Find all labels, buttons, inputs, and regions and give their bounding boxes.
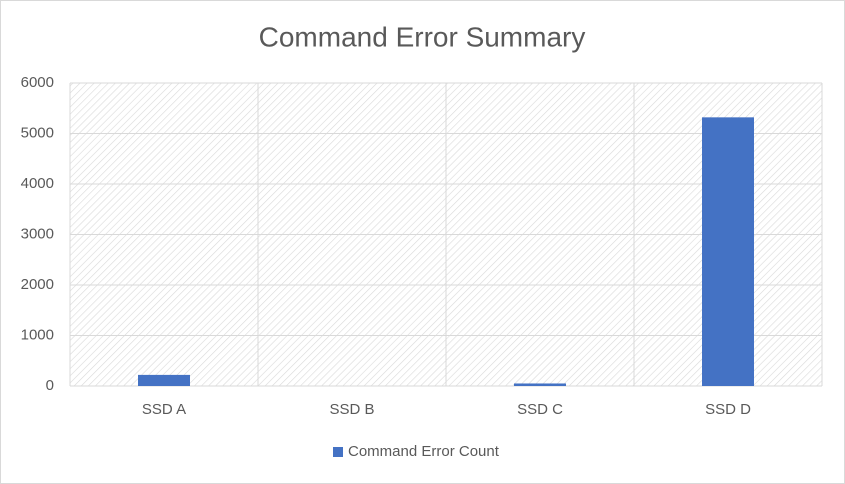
legend-label: Command Error Count: [348, 443, 500, 460]
x-tick-label: SSD C: [517, 401, 563, 418]
y-tick-label: 3000: [21, 225, 54, 242]
x-tick-label: SSD A: [142, 401, 186, 418]
legend-swatch: [333, 447, 343, 457]
y-tick-label: 0: [46, 377, 54, 394]
y-tick-label: 5000: [21, 124, 54, 141]
y-tick-label: 4000: [21, 175, 54, 192]
bar: [702, 117, 754, 386]
y-tick-label: 2000: [21, 276, 54, 293]
y-tick-label: 1000: [21, 326, 54, 343]
x-tick-label: SSD D: [705, 401, 751, 418]
bar: [514, 383, 566, 386]
x-tick-label: SSD B: [329, 401, 374, 418]
y-tick-label: 6000: [21, 74, 54, 91]
chart-title: Command Error Summary: [259, 21, 586, 52]
bar: [138, 374, 190, 386]
